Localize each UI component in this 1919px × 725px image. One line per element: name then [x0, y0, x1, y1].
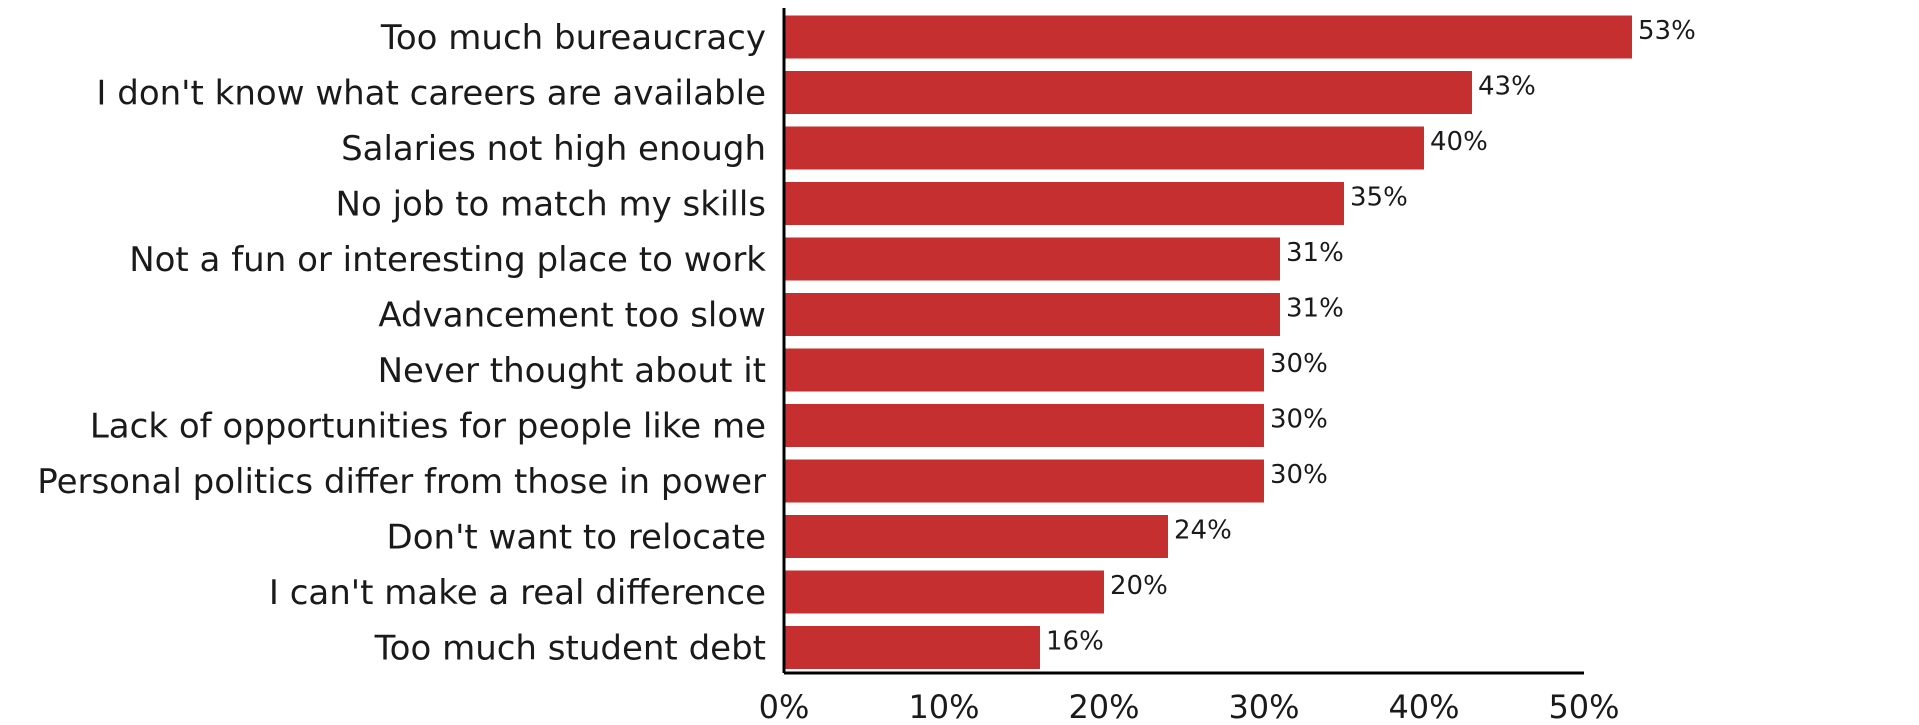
x-tick-label: 30% — [1228, 688, 1299, 725]
category-label: Don't want to relocate — [387, 518, 766, 558]
bar-not-a-fun-or-interesting-place-to-work — [784, 237, 1280, 281]
x-tick-label: 20% — [1068, 688, 1139, 725]
value-label: 24% — [1174, 516, 1232, 546]
bar-advancement-too-slow — [784, 293, 1280, 336]
category-label: Too much bureaucracy — [380, 18, 766, 58]
category-label: Advancement too slow — [378, 296, 766, 336]
value-label: 30% — [1270, 349, 1328, 379]
value-label: 35% — [1350, 183, 1408, 213]
bar-lack-of-opportunities-for-people-like-me — [784, 404, 1264, 447]
category-label: Salaries not high enough — [341, 129, 766, 169]
value-label: 16% — [1046, 627, 1104, 657]
value-label: 31% — [1286, 238, 1344, 268]
x-tick-label: 40% — [1388, 688, 1459, 725]
category-label: Never thought about it — [378, 351, 766, 391]
bar-never-thought-about-it — [784, 348, 1264, 392]
value-labels: 53%43%40%35%31%31%30%30%30%24%20%16% — [1046, 16, 1696, 657]
value-label: 30% — [1270, 405, 1328, 435]
category-label: No job to match my skills — [336, 185, 766, 225]
x-tick-labels: 0% 10% 20% 30% 40% 50% — [759, 688, 1620, 725]
bar-i-don-t-know-what-careers-are-available — [784, 71, 1472, 114]
value-label: 43% — [1478, 72, 1536, 102]
value-label: 31% — [1286, 294, 1344, 324]
category-label: Too much student debt — [374, 629, 766, 669]
value-label: 40% — [1430, 127, 1488, 157]
bar-personal-politics-differ-from-those-in-power — [784, 459, 1264, 503]
bar-no-job-to-match-my-skills — [784, 182, 1344, 225]
x-tick-label: 50% — [1548, 688, 1619, 725]
value-label: 53% — [1638, 16, 1696, 46]
category-label: Lack of opportunities for people like me — [90, 407, 766, 447]
category-labels: Too much bureaucracy I don't know what ca… — [37, 18, 766, 669]
category-label: I don't know what careers are available — [96, 74, 766, 114]
x-tick-label: 10% — [908, 688, 979, 725]
bar-too-much-student-debt — [784, 626, 1040, 669]
category-label: Personal politics differ from those in p… — [37, 462, 766, 502]
bar-don-t-want-to-relocate — [784, 515, 1168, 558]
value-label: 30% — [1270, 460, 1328, 490]
bar-too-much-bureaucracy — [784, 15, 1632, 59]
value-label: 20% — [1110, 571, 1168, 601]
category-label: Not a fun or interesting place to work — [129, 240, 766, 280]
category-label: I can't make a real difference — [269, 573, 766, 613]
bar-salaries-not-high-enough — [784, 126, 1424, 170]
bars-group — [784, 15, 1632, 669]
bar-i-can-t-make-a-real-difference — [784, 570, 1104, 614]
x-tick-label: 0% — [759, 688, 810, 725]
